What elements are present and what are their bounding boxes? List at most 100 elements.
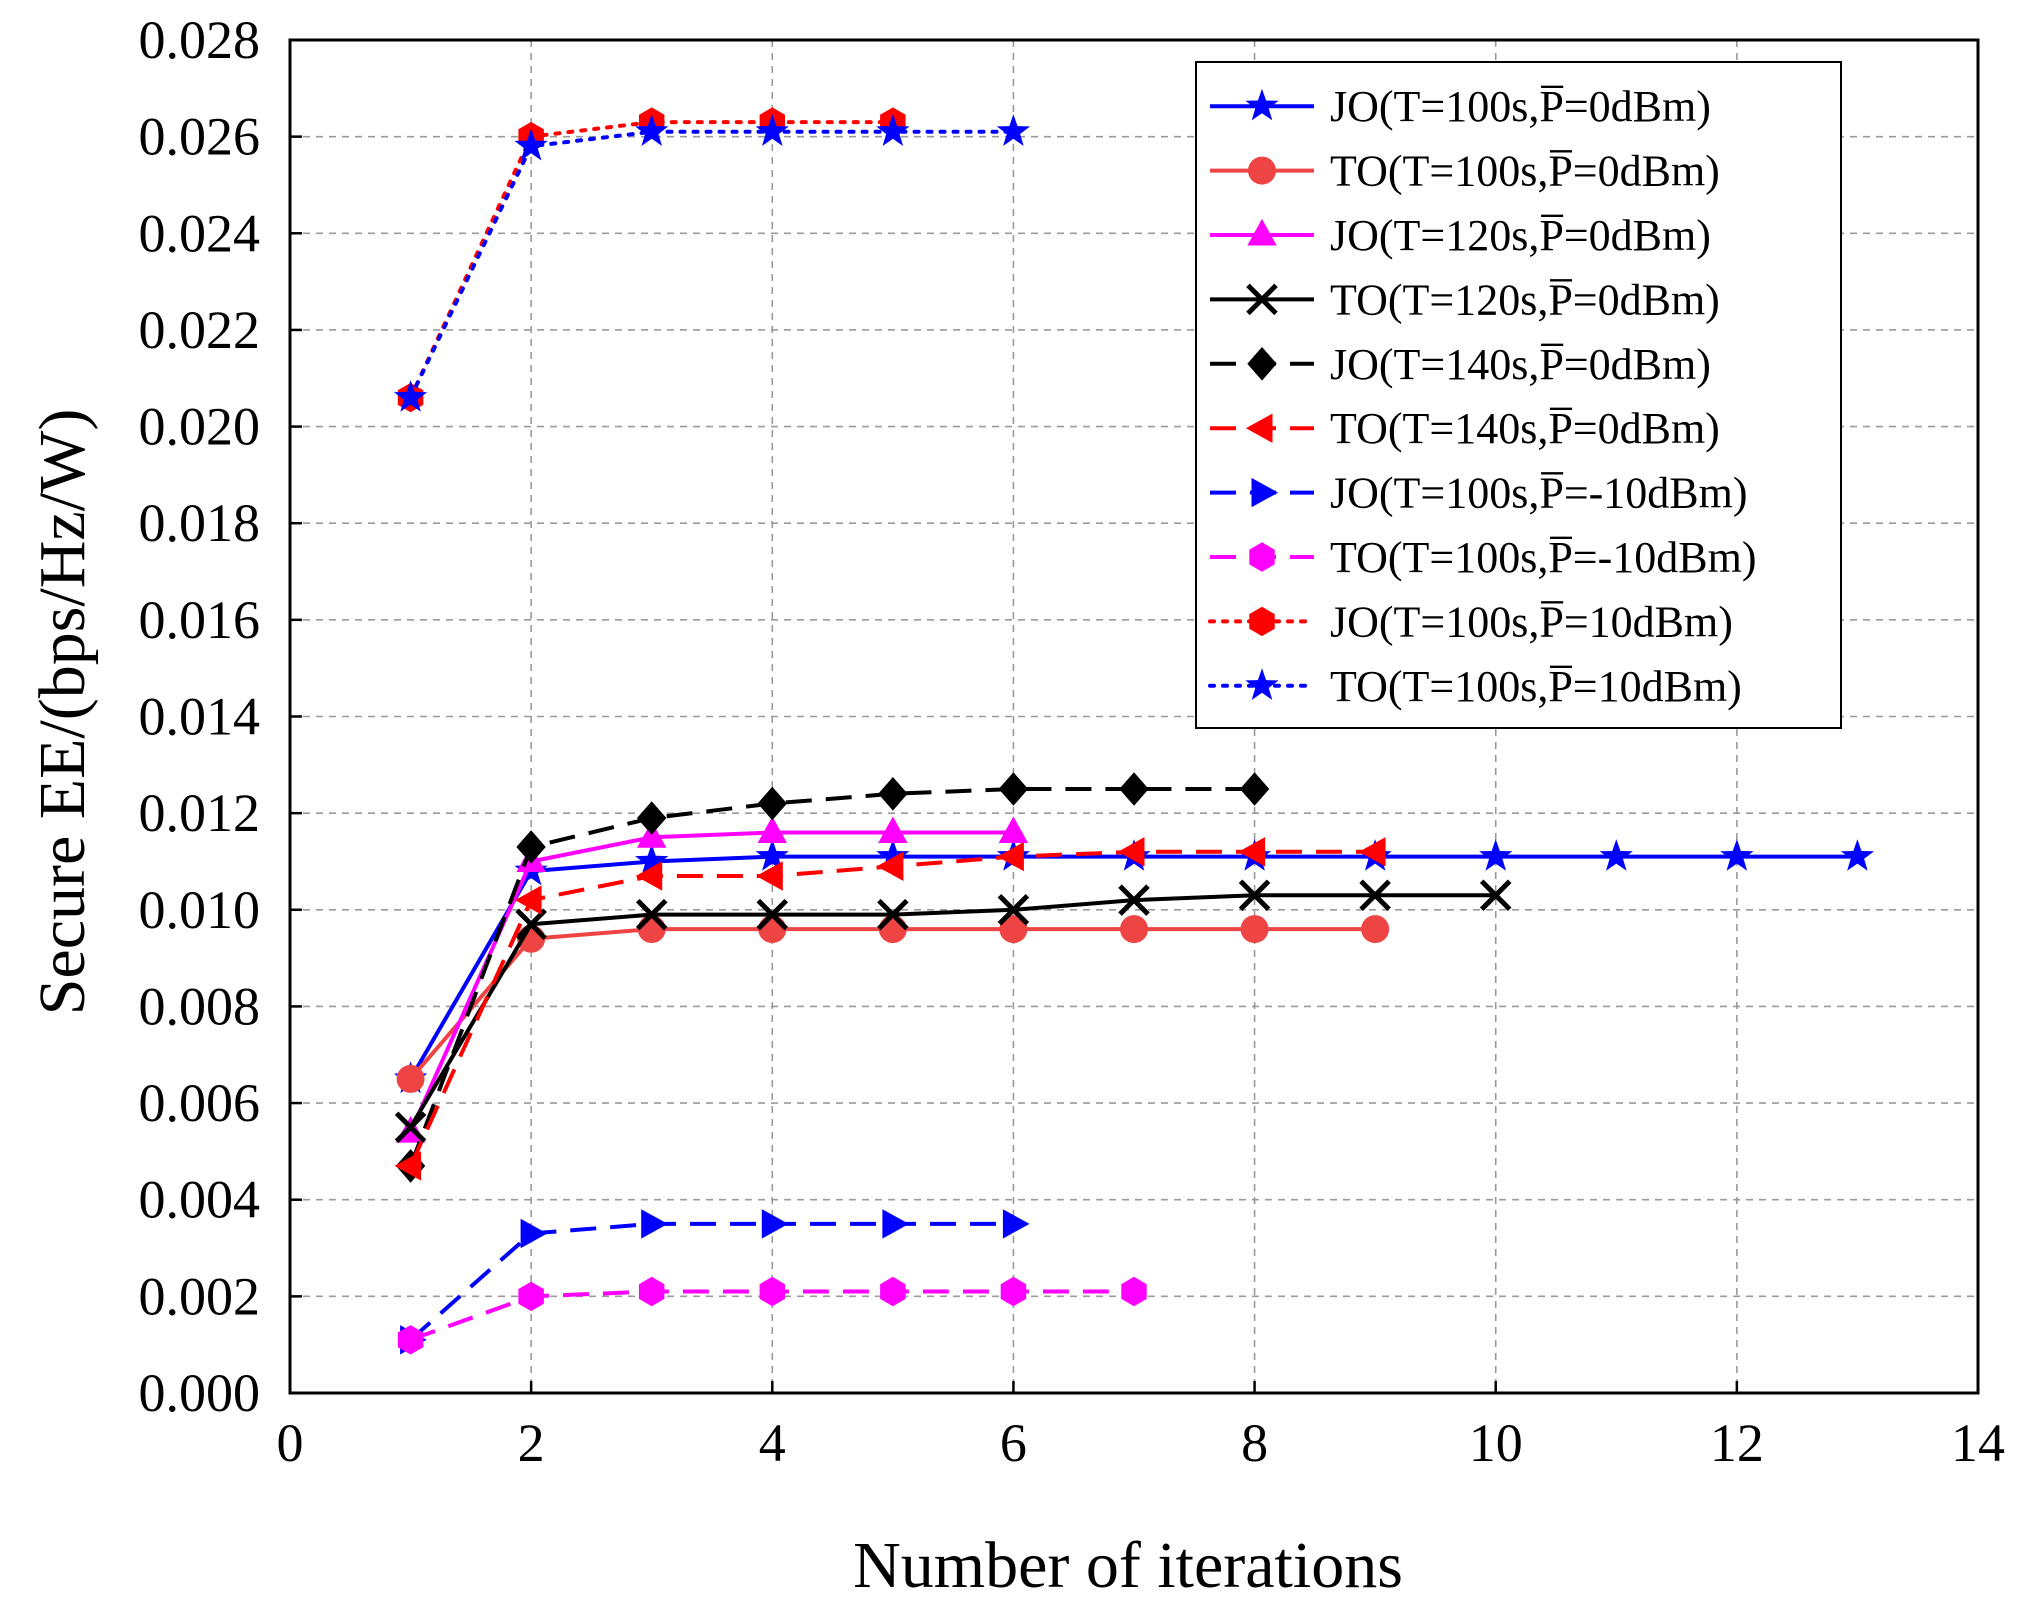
legend-entry: JO(T=100s,P̅=0dBm) bbox=[1210, 82, 1711, 131]
x-tick-label: 6 bbox=[1000, 1413, 1027, 1473]
series-layer bbox=[393, 107, 1875, 1355]
data-point-stroke bbox=[756, 898, 789, 931]
y-tick-label: 0.010 bbox=[139, 880, 261, 940]
legend-entry: JO(T=140s,P̅=0dBm) bbox=[1210, 340, 1711, 389]
data-point bbox=[639, 1276, 665, 1307]
data-point bbox=[1117, 837, 1145, 867]
data-point bbox=[878, 777, 908, 811]
data-point bbox=[1361, 915, 1390, 944]
data-point bbox=[635, 114, 669, 146]
axes: 0 2 4 6 8 10 12 14 0.000 0.002 0.004 0.006 0.008 0.01… bbox=[139, 10, 2006, 1473]
y-tick-label: 0.016 bbox=[139, 590, 261, 650]
legend-swatch-marker bbox=[1247, 347, 1277, 381]
data-point bbox=[877, 898, 909, 931]
data-point bbox=[758, 915, 787, 944]
data-point-stroke bbox=[1479, 879, 1512, 912]
y-tick-label: 0.004 bbox=[139, 1170, 261, 1230]
data-point bbox=[394, 1111, 427, 1143]
legend-swatch-marker bbox=[1249, 606, 1275, 637]
data-point bbox=[1479, 879, 1512, 912]
y-tick-label: 0.024 bbox=[139, 203, 261, 263]
data-point bbox=[876, 114, 910, 146]
data-point-stroke bbox=[1359, 879, 1391, 912]
data-point bbox=[876, 851, 904, 881]
data-point bbox=[637, 801, 667, 835]
data-point bbox=[637, 915, 666, 944]
legend-label: JO(T=100s,P̅=10dBm) bbox=[1330, 597, 1733, 646]
data-point-stroke bbox=[877, 898, 909, 931]
data-point bbox=[635, 861, 663, 891]
legend-label: JO(T=120s,P̅=0dBm) bbox=[1330, 211, 1711, 260]
series-7 bbox=[397, 1276, 1147, 1355]
data-point bbox=[516, 830, 546, 864]
data-point bbox=[1002, 1209, 1030, 1239]
data-point-stroke bbox=[515, 908, 547, 941]
data-point bbox=[1479, 839, 1513, 871]
legend-entry: TO(T=100s,P̅=10dBm) bbox=[1208, 662, 1742, 711]
legend-label: TO(T=140s,P̅=0dBm) bbox=[1330, 404, 1720, 453]
data-point bbox=[394, 1151, 422, 1181]
legend-label: JO(T=100s,P̅=0dBm) bbox=[1330, 82, 1711, 131]
legend-entry: TO(T=140s,P̅=0dBm) bbox=[1210, 404, 1720, 453]
data-point bbox=[878, 816, 908, 843]
y-tick-label: 0.002 bbox=[139, 1266, 261, 1326]
series-3 bbox=[394, 879, 1512, 1143]
series-line bbox=[408, 830, 1014, 1133]
x-tick-label: 10 bbox=[1469, 1413, 1523, 1473]
data-point bbox=[396, 1064, 425, 1093]
y-tick-label: 0.014 bbox=[139, 687, 261, 747]
data-point bbox=[759, 1276, 785, 1307]
data-point bbox=[515, 885, 542, 915]
data-point bbox=[635, 844, 669, 876]
data-point bbox=[1599, 839, 1633, 871]
data-point bbox=[520, 1218, 548, 1249]
data-point bbox=[1239, 772, 1270, 806]
legend-swatch-marker bbox=[1246, 283, 1278, 316]
data-point-stroke bbox=[997, 894, 1030, 926]
data-point bbox=[641, 1209, 668, 1239]
data-point bbox=[515, 908, 547, 941]
data-point bbox=[996, 114, 1031, 146]
data-point bbox=[757, 816, 787, 843]
x-tick-label: 8 bbox=[1241, 1413, 1268, 1473]
y-tick-label: 0.028 bbox=[139, 10, 261, 70]
data-point bbox=[876, 839, 910, 871]
y-tick-label: 0.020 bbox=[139, 397, 261, 457]
data-point bbox=[999, 915, 1028, 944]
data-point bbox=[1000, 1276, 1027, 1307]
data-point bbox=[755, 114, 789, 146]
legend-label: TO(T=120s,P̅=0dBm) bbox=[1330, 275, 1720, 324]
data-point bbox=[878, 915, 907, 944]
legend-swatch-marker bbox=[1247, 218, 1277, 246]
data-point bbox=[756, 861, 783, 891]
x-tick-label: 2 bbox=[518, 1413, 545, 1473]
legend-swatch-marker bbox=[1248, 156, 1276, 185]
legend-entry: JO(T=120s,P̅=0dBm) bbox=[1210, 211, 1711, 260]
legend-label: TO(T=100s,P̅=-10dBm) bbox=[1330, 533, 1757, 582]
x-tick-label: 4 bbox=[759, 1413, 786, 1473]
data-point bbox=[1238, 837, 1266, 867]
data-point-stroke bbox=[635, 898, 668, 931]
legend-swatch-marker bbox=[1249, 542, 1275, 572]
data-point-stroke bbox=[394, 1111, 427, 1143]
data-point bbox=[1118, 884, 1150, 916]
y-tick-label: 0.000 bbox=[139, 1363, 261, 1423]
data-point bbox=[761, 1209, 789, 1239]
y-tick-label: 0.012 bbox=[139, 783, 261, 843]
legend: JO(T=100s,P̅=0dBm) TO(T=100s,P̅=0dBm) JO(T… bbox=[1195, 61, 1842, 729]
data-point bbox=[1119, 772, 1149, 806]
x-tick-label: 12 bbox=[1710, 1413, 1764, 1473]
legend-swatch-marker-stroke bbox=[1246, 283, 1278, 316]
data-point bbox=[998, 816, 1029, 843]
legend-entry: JO(T=100s,P̅=10dBm) bbox=[1208, 597, 1733, 646]
series-line bbox=[409, 1221, 1014, 1342]
data-point bbox=[997, 841, 1024, 872]
data-point bbox=[1720, 839, 1754, 871]
data-point bbox=[882, 1209, 909, 1239]
y-tick-label: 0.006 bbox=[139, 1073, 261, 1133]
data-point bbox=[397, 1325, 424, 1355]
data-point bbox=[756, 898, 789, 931]
data-point bbox=[880, 1276, 906, 1307]
legend-label: JO(T=140s,P̅=0dBm) bbox=[1330, 340, 1711, 389]
